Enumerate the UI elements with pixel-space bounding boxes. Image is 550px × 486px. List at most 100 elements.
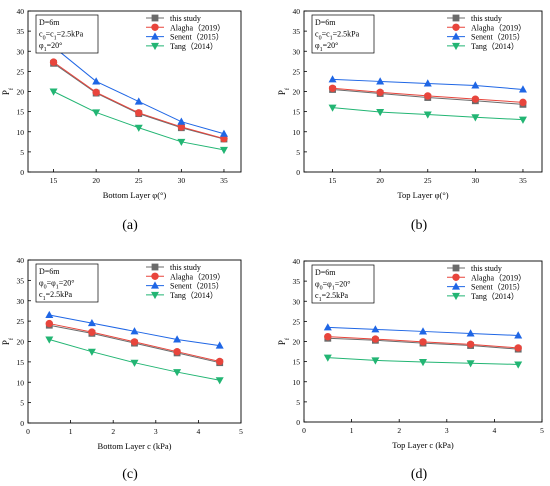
x-tick-label: 3 [445, 426, 449, 435]
legend-marker [151, 291, 159, 300]
legend-label: Alagha（2019） [170, 23, 225, 32]
legend-marker [452, 292, 460, 301]
data-point [423, 111, 432, 119]
data-point [49, 58, 58, 66]
legend-label: Tang（2014） [170, 291, 218, 300]
legend-marker [151, 272, 159, 280]
data-point [466, 329, 475, 337]
legend-marker [151, 23, 159, 31]
y-tick-label: 25 [293, 317, 301, 326]
x-axis-label: Bottom Layer φ(°) [103, 190, 167, 200]
legend-label: Senent（2015） [471, 283, 525, 292]
legend-label: this study [170, 14, 201, 23]
legend-marker [151, 281, 159, 289]
y-tick-label: 0 [296, 168, 300, 177]
panel-label: (d) [411, 467, 428, 482]
y-tick-label: 25 [17, 67, 25, 76]
data-point [514, 331, 523, 339]
data-point [219, 129, 228, 137]
panel-label: (c) [122, 467, 138, 482]
x-tick-label: 5 [540, 426, 544, 435]
y-tick-label: 40 [293, 257, 301, 266]
data-point [514, 344, 522, 352]
legend-marker [452, 264, 460, 272]
y-tick-label: 5 [20, 399, 24, 408]
data-point [219, 146, 228, 155]
data-point [471, 81, 480, 89]
legend-marker [151, 14, 159, 22]
y-tick-label: 35 [293, 27, 301, 36]
data-point [215, 377, 224, 385]
y-tick-label: 10 [293, 128, 301, 137]
legend-label: this study [471, 14, 502, 23]
y-tick-label: 0 [296, 418, 300, 427]
data-point [328, 104, 337, 112]
x-tick-label: 1 [350, 426, 354, 435]
data-point [518, 116, 527, 124]
y-tick-label: 15 [17, 108, 25, 117]
legend-label: this study [170, 263, 201, 272]
data-point [45, 319, 53, 328]
data-point [471, 114, 480, 122]
legend-label: Senent（2015） [471, 33, 525, 42]
data-point [466, 340, 475, 349]
data-point [419, 359, 427, 367]
legend-marker [452, 14, 460, 22]
annotation-text: D=6m [39, 267, 60, 276]
data-point [371, 357, 380, 365]
annotation-box [311, 264, 375, 304]
x-tick-label: 5 [239, 427, 243, 436]
annotation-text: φ1=20° [39, 41, 62, 53]
annotation-text: c0=c1=2.5kPa [39, 30, 84, 42]
y-tick-label: 15 [293, 108, 301, 117]
chart-panel-d: 0 5 10 15 20 25 30 35 40 0 1 2 3 4 5 Top Layer c (kPa) P… [277, 257, 544, 482]
data-point [328, 84, 337, 92]
data-point [215, 341, 224, 349]
chart-panel-a: 0 5 10 15 20 25 30 35 40 15 20 25 30 35 Bottom Layer φ… [1, 7, 242, 233]
data-point [471, 95, 480, 103]
legend-marker [452, 42, 460, 51]
annotation-text: D=6m [315, 268, 336, 277]
x-tick-label: 2 [397, 426, 401, 435]
data-point [134, 97, 143, 105]
y-tick-label: 15 [17, 358, 25, 367]
y-tick-label: 10 [17, 378, 25, 387]
annotation-text: c0=c1=2.5kPa [315, 30, 360, 42]
data-point [135, 109, 143, 117]
y-tick-label: 5 [20, 148, 24, 157]
data-point [87, 348, 96, 356]
data-point [518, 85, 527, 93]
annotation-text: c1=2.5kPa [315, 291, 349, 303]
x-tick-label: 0 [26, 427, 30, 436]
y-tick-label: 15 [293, 358, 301, 367]
y-tick-label: 20 [17, 338, 25, 347]
annotation-text: D=6m [39, 18, 60, 27]
data-point [130, 338, 139, 346]
x-tick-label: 15 [329, 176, 337, 185]
data-point [134, 124, 143, 132]
data-point [466, 360, 475, 368]
y-tick-label: 0 [20, 419, 24, 428]
x-tick-label: 3 [154, 427, 158, 436]
legend-label: Tang（2014） [471, 42, 519, 51]
x-tick-label: 4 [197, 427, 201, 436]
x-axis-label: Top Layer c (kPa) [392, 440, 454, 450]
x-tick-label: 0 [302, 426, 306, 435]
data-point [45, 310, 54, 319]
data-point [328, 75, 337, 83]
data-point [419, 338, 427, 346]
y-tick-label: 40 [17, 7, 25, 16]
y-tick-label: 25 [17, 317, 25, 326]
data-point [423, 79, 432, 87]
chart-panel-b: 0 5 10 15 20 25 30 35 40 15 20 25 30 35 Top Layer φ(°)… [277, 7, 543, 233]
x-tick-label: 35 [220, 176, 228, 185]
y-tick-label: 0 [20, 168, 24, 177]
x-tick-label: 20 [92, 176, 100, 185]
legend-marker [452, 273, 460, 281]
data-point [376, 109, 385, 117]
annotation-text: φ0=φ1=20° [39, 279, 74, 291]
data-point [216, 357, 224, 366]
panel-label: (a) [122, 218, 138, 233]
data-point [130, 327, 139, 335]
y-tick-label: 20 [17, 88, 25, 97]
